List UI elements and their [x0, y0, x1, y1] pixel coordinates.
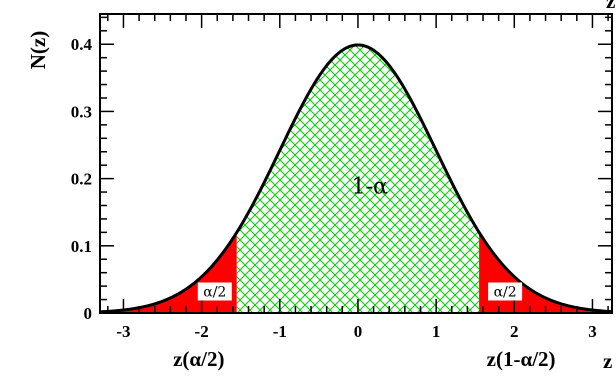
x-tick-label: 1 — [432, 322, 441, 341]
y-tick-label: 0.4 — [71, 35, 93, 54]
tail-label: α/2 — [203, 284, 226, 300]
x-tick-label: 3 — [588, 322, 597, 341]
x-tick-label: -1 — [273, 322, 287, 341]
y-tick-label: 0.3 — [71, 102, 92, 121]
labels-layer: -3 -2 -1 0 1 2 3 0 0.1 0.2 0.3 0.4 1-α α/2 α/2 z(α/2) z(… — [71, 35, 597, 371]
y-tick-label: 0.2 — [71, 170, 92, 189]
x-tick-label: 2 — [510, 322, 519, 341]
density-curve — [99, 43, 613, 314]
tail-label: α/2 — [494, 284, 517, 300]
y-axis-title: N(z) — [26, 31, 50, 69]
region-1 — [236, 44, 480, 313]
x-tick-label: -3 — [116, 322, 130, 341]
region-label-center: 1-α — [352, 174, 388, 199]
x-tick-label: -2 — [195, 322, 209, 341]
region-0 — [100, 232, 237, 313]
y-tick-label: 0 — [84, 304, 93, 323]
plot-frame — [99, 13, 613, 314]
tail-label-box — [197, 282, 232, 301]
y-tick-label: 0.1 — [71, 237, 92, 256]
x-axis-title-top: z — [606, 0, 615, 13]
tail-label-box — [488, 282, 523, 301]
critical-value-annotation: z(1-α/2) — [487, 347, 556, 371]
x-axis-title: z — [603, 349, 612, 373]
x-tick-label: 0 — [354, 322, 363, 341]
critical-value-annotation: z(α/2) — [173, 347, 224, 371]
ticks-layer — [100, 14, 612, 314]
